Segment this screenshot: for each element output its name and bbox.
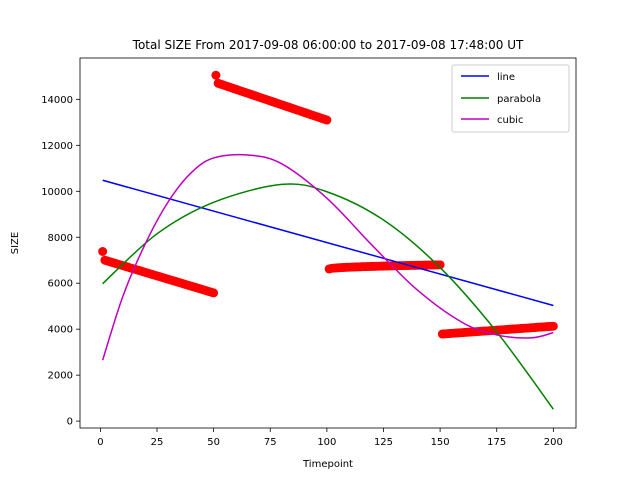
x-tick-label: 150	[431, 437, 450, 448]
x-axis-label: Timepoint	[302, 459, 353, 470]
x-tick-label: 200	[544, 437, 563, 448]
x-axis: 0 25 50 75 100 125 150 175 200	[97, 428, 563, 448]
x-tick-label: 125	[374, 437, 393, 448]
y-tick-label: 10000	[41, 187, 73, 198]
legend-label-cubic: cubic	[497, 115, 523, 126]
legend-box	[451, 64, 570, 133]
scatter-point	[322, 115, 332, 125]
scatter-point	[209, 288, 219, 298]
y-tick-label: 6000	[48, 279, 73, 290]
scatter-point	[98, 247, 108, 256]
y-tick-label: 0	[67, 417, 73, 428]
legend-label-line: line	[497, 72, 515, 83]
y-tick-label: 2000	[48, 371, 73, 382]
x-tick-label: 0	[97, 437, 103, 448]
y-tick-label: 4000	[48, 325, 73, 336]
x-tick-label: 175	[487, 437, 506, 448]
y-tick-label: 8000	[48, 233, 73, 244]
y-axis-label: SIZE	[10, 232, 21, 254]
y-axis: 0 2000 4000 6000 8000 10000 12000 14000	[41, 95, 80, 428]
x-tick-label: 25	[151, 437, 164, 448]
y-tick-label: 12000	[41, 141, 73, 152]
x-tick-label: 75	[264, 437, 277, 448]
scatter-point	[435, 260, 445, 270]
series-line-line	[102, 179, 554, 307]
plot-frame	[79, 57, 577, 429]
legend-label-parabola: parabola	[497, 94, 541, 105]
scatter-points	[98, 70, 558, 339]
plot-area: 0 25 50 75 100 125 150 175 200 0 2000 4000 6000 8000…	[41, 57, 577, 448]
legend: line parabola cubic	[451, 64, 570, 133]
chart-title: Total SIZE From 2017-09-08 06:00:00 to 2…	[132, 38, 524, 52]
scatter-point	[548, 321, 558, 331]
series-line-parabola	[102, 183, 554, 410]
x-tick-label: 100	[317, 437, 336, 448]
scatter-point	[211, 70, 221, 80]
x-tick-label: 50	[207, 437, 220, 448]
series-line-cubic	[101, 153, 554, 361]
y-tick-label: 14000	[41, 95, 73, 106]
fit-lines	[101, 153, 554, 410]
